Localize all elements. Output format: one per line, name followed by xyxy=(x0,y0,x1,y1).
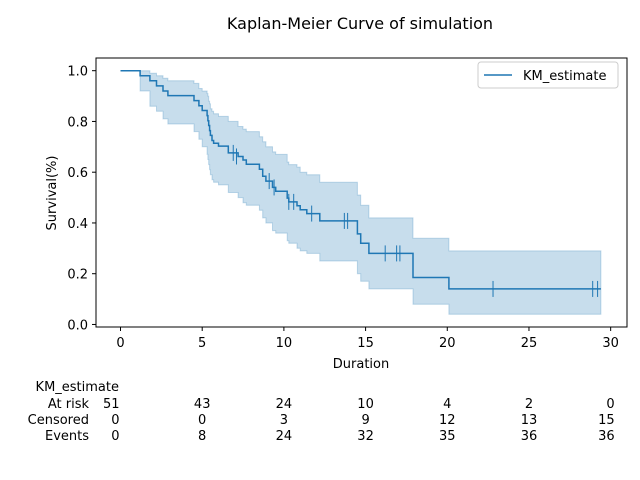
y-tick-label: 0.2 xyxy=(67,268,88,283)
table-row-label: Events xyxy=(45,429,89,444)
table-cell: 24 xyxy=(276,429,293,444)
table-cell: 13 xyxy=(521,413,538,428)
table-cell: 35 xyxy=(439,429,456,444)
table-cell: 32 xyxy=(357,429,374,444)
chart-title: Kaplan-Meier Curve of simulation xyxy=(227,14,493,33)
x-axis-label: Duration xyxy=(333,357,389,372)
table-cell: 36 xyxy=(598,429,615,444)
table-cell: 8 xyxy=(198,429,206,444)
table-cell: 51 xyxy=(103,397,120,412)
table-cell: 3 xyxy=(280,413,288,428)
plot-background xyxy=(96,58,627,327)
legend: KM_estimate xyxy=(477,61,619,89)
table-cell: 12 xyxy=(439,413,456,428)
plot-area xyxy=(95,57,628,328)
km-survival-line xyxy=(120,69,601,290)
table-cell: 0 xyxy=(198,413,206,428)
confidence-band xyxy=(120,70,602,315)
table-cell: 2 xyxy=(525,397,533,412)
y-axis: 0.0 0.2 0.4 0.6 0.8 1.0 xyxy=(67,65,96,333)
x-tick-label: 15 xyxy=(357,336,374,351)
y-tick-label: 0.8 xyxy=(67,115,88,130)
table-row-label: At risk xyxy=(48,397,90,412)
table-cell: 0 xyxy=(111,413,119,428)
y-axis-label: Survival(%) xyxy=(45,156,60,231)
table-cell: 24 xyxy=(276,397,293,412)
x-tick-label: 5 xyxy=(198,336,206,351)
x-axis: 0 5 10 15 20 25 30 xyxy=(116,327,619,351)
table-cell: 4 xyxy=(443,397,451,412)
table-row-label: Censored xyxy=(28,413,89,428)
table-cell: 0 xyxy=(111,429,119,444)
censor-marks xyxy=(232,144,599,297)
y-tick-label: 0.0 xyxy=(67,318,88,333)
y-tick-label: 1.0 xyxy=(67,65,88,80)
plot-frame xyxy=(95,57,628,328)
x-tick-label: 10 xyxy=(276,336,293,351)
table-cell: 43 xyxy=(194,397,211,412)
y-tick-label: 0.4 xyxy=(67,217,88,232)
table-cell: 36 xyxy=(521,429,538,444)
x-tick-label: 30 xyxy=(602,336,619,351)
table-cell: 0 xyxy=(606,397,614,412)
x-tick-label: 0 xyxy=(116,336,124,351)
legend-label: KM_estimate xyxy=(523,69,606,84)
table-series-label: KM_estimate xyxy=(36,380,119,395)
legend-box xyxy=(477,61,619,89)
x-tick-label: 20 xyxy=(439,336,456,351)
table-cell: 9 xyxy=(361,413,369,428)
table-cell: 10 xyxy=(357,397,374,412)
table-cell: 15 xyxy=(598,413,615,428)
y-tick-label: 0.6 xyxy=(67,166,88,181)
x-tick-label: 25 xyxy=(521,336,538,351)
